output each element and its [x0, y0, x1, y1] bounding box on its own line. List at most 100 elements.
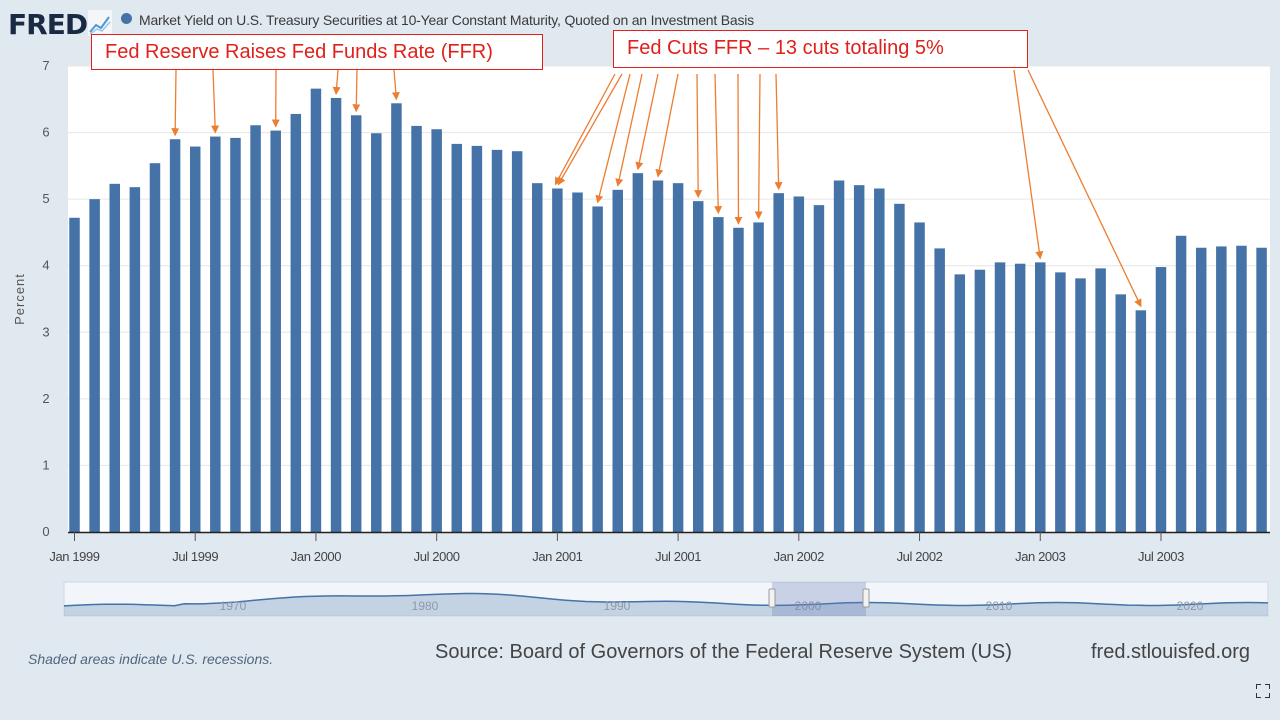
- bar: [89, 199, 100, 532]
- plot-background: [68, 66, 1270, 532]
- arrow-raise: [171, 69, 180, 137]
- bar: [69, 217, 80, 533]
- y-tick-label: 7: [42, 58, 49, 73]
- bar: [1236, 245, 1247, 532]
- bar: [793, 196, 805, 533]
- annotation-cuts-box: Fed Cuts FFR – 13 cuts totaling 5%: [613, 30, 1028, 68]
- y-tick-label: 3: [42, 324, 49, 339]
- bar: [210, 136, 221, 532]
- navigator-line: [63, 592, 1269, 607]
- bar: [109, 183, 120, 532]
- x-tick-label: Jul 2001: [655, 549, 701, 564]
- fullscreen-icon[interactable]: [1256, 684, 1270, 698]
- arrow-cut: [635, 73, 659, 171]
- bar: [290, 113, 302, 532]
- bar: [773, 193, 784, 532]
- bar: [451, 143, 463, 533]
- arrow-cut: [714, 73, 723, 215]
- bar: [471, 145, 483, 532]
- bar: [874, 188, 885, 532]
- bar: [511, 151, 523, 532]
- bar: [491, 149, 503, 532]
- y-tick-label: 5: [42, 191, 49, 206]
- grid-layer: [68, 65, 1270, 532]
- bar: [994, 262, 1006, 532]
- y-tick-label: 2: [42, 391, 49, 406]
- navigator-year-label: 1980: [412, 599, 439, 613]
- axis-layer: 0 1 2 3 4 5 6 7 Percent Jan 1999 Jul 1999 Jan 2000 J…: [12, 58, 1270, 564]
- x-tick-label: Jul 2000: [414, 549, 460, 564]
- bar: [572, 192, 583, 532]
- navigator-area: [64, 593, 1268, 616]
- bar: [652, 180, 664, 532]
- arrow-cut: [774, 73, 783, 191]
- bar: [753, 222, 764, 532]
- bar: [914, 222, 925, 532]
- series-title[interactable]: Market Yield on U.S. Treasury Securities…: [139, 12, 754, 28]
- site-link[interactable]: fred.stlouisfed.org: [1091, 641, 1250, 663]
- y-tick-label: 1: [42, 457, 49, 472]
- bar: [270, 130, 281, 532]
- bar-layer: [69, 88, 1267, 533]
- bar: [612, 189, 623, 532]
- bar: [350, 115, 362, 533]
- bar: [1195, 247, 1207, 533]
- bar: [230, 137, 241, 532]
- arrow-raise: [211, 69, 220, 134]
- bar: [813, 205, 825, 533]
- bar: [672, 183, 684, 532]
- navigator-handle[interactable]: [862, 588, 870, 608]
- bar: [1095, 268, 1106, 532]
- fred-logo[interactable]: FRED: [8, 8, 88, 41]
- x-tick-label: Jul 2002: [897, 549, 943, 564]
- bar: [1175, 235, 1187, 532]
- bar: [431, 129, 442, 532]
- bar: [733, 227, 744, 533]
- bar: [632, 173, 644, 532]
- y-axis-label: Percent: [12, 273, 27, 325]
- bar: [189, 146, 201, 532]
- annotation-raise-box: Fed Reserve Raises Fed Funds Rate (FFR): [91, 34, 543, 70]
- x-tick-label: Jan 2002: [774, 549, 824, 564]
- navigator-year-label: 2020: [1177, 599, 1204, 613]
- bar: [310, 88, 322, 533]
- bar: [1216, 246, 1227, 532]
- bar: [894, 203, 905, 532]
- arrow-raise: [352, 69, 361, 113]
- bar: [411, 125, 422, 533]
- arrow-cut: [1027, 69, 1142, 308]
- bar: [391, 103, 402, 532]
- navigator-handle[interactable]: [768, 588, 776, 608]
- arrow-cut: [554, 73, 616, 186]
- navigator-year-label: 2010: [986, 599, 1013, 613]
- bar: [250, 125, 261, 533]
- x-tick-label: Jan 2000: [291, 549, 341, 564]
- navigator-layer: 1970 1980 1990 2000 2010 2020: [63, 581, 1269, 617]
- bar: [692, 201, 704, 532]
- bar: [1135, 310, 1147, 532]
- annotation-arrows-layer: [171, 69, 1142, 308]
- bar: [1256, 247, 1267, 533]
- bar: [371, 133, 382, 533]
- bar: [934, 248, 945, 533]
- bar: [592, 206, 603, 533]
- y-tick-label: 0: [42, 524, 49, 539]
- bar: [1014, 263, 1026, 532]
- bar: [169, 139, 181, 532]
- bar: [330, 97, 342, 532]
- bar: [713, 217, 724, 533]
- bar: [1055, 272, 1066, 532]
- bar: [149, 163, 161, 533]
- source-text: Source: Board of Governors of the Federa…: [435, 641, 1012, 663]
- bar: [532, 183, 543, 532]
- arrow-cut: [557, 73, 623, 186]
- recession-note: Shaded areas indicate U.S. recessions.: [28, 651, 274, 667]
- logo-graph-icon: [88, 10, 112, 36]
- arrow-cut: [595, 73, 631, 204]
- navigator-year-label: 1970: [220, 599, 247, 613]
- y-tick-label: 4: [42, 258, 49, 273]
- navigator-year-label: 1990: [604, 599, 631, 613]
- series-legend-dot: [121, 13, 132, 24]
- x-tick-label: Jan 1999: [49, 549, 99, 564]
